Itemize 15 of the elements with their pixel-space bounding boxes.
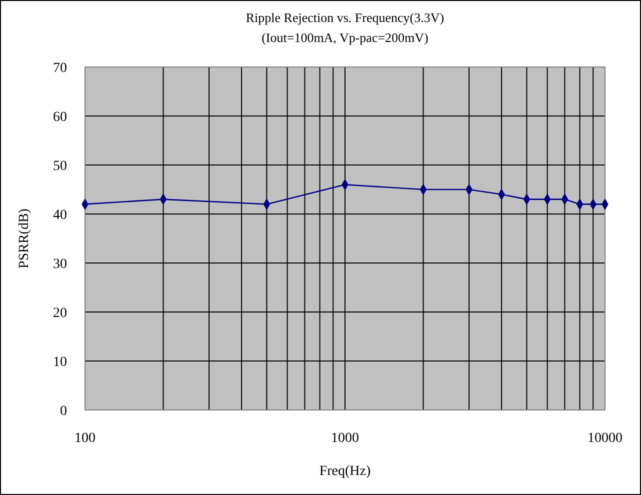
chart-subtitle: (Iout=100mA, Vp-pac=200mV): [262, 30, 428, 45]
y-tick-label: 20: [53, 306, 67, 321]
y-tick-label: 40: [53, 208, 67, 223]
y-tick-label: 50: [53, 158, 67, 174]
x-axis-title: Freq(Hz): [319, 464, 371, 479]
y-tick-label: 70: [53, 60, 67, 76]
x-tick-label: 1000: [331, 431, 359, 446]
y-axis-title: PSRR(dB): [17, 208, 32, 268]
x-tick-label: 10000: [588, 431, 622, 446]
chart-title: Ripple Rejection vs. Frequency(3.3V): [246, 10, 444, 25]
y-tick-label: 0: [60, 404, 67, 419]
y-tick-label: 30: [53, 256, 67, 272]
y-tick-label: 10: [53, 354, 67, 370]
y-tick-label: 60: [53, 110, 67, 125]
x-tick-label: 100: [74, 431, 96, 446]
